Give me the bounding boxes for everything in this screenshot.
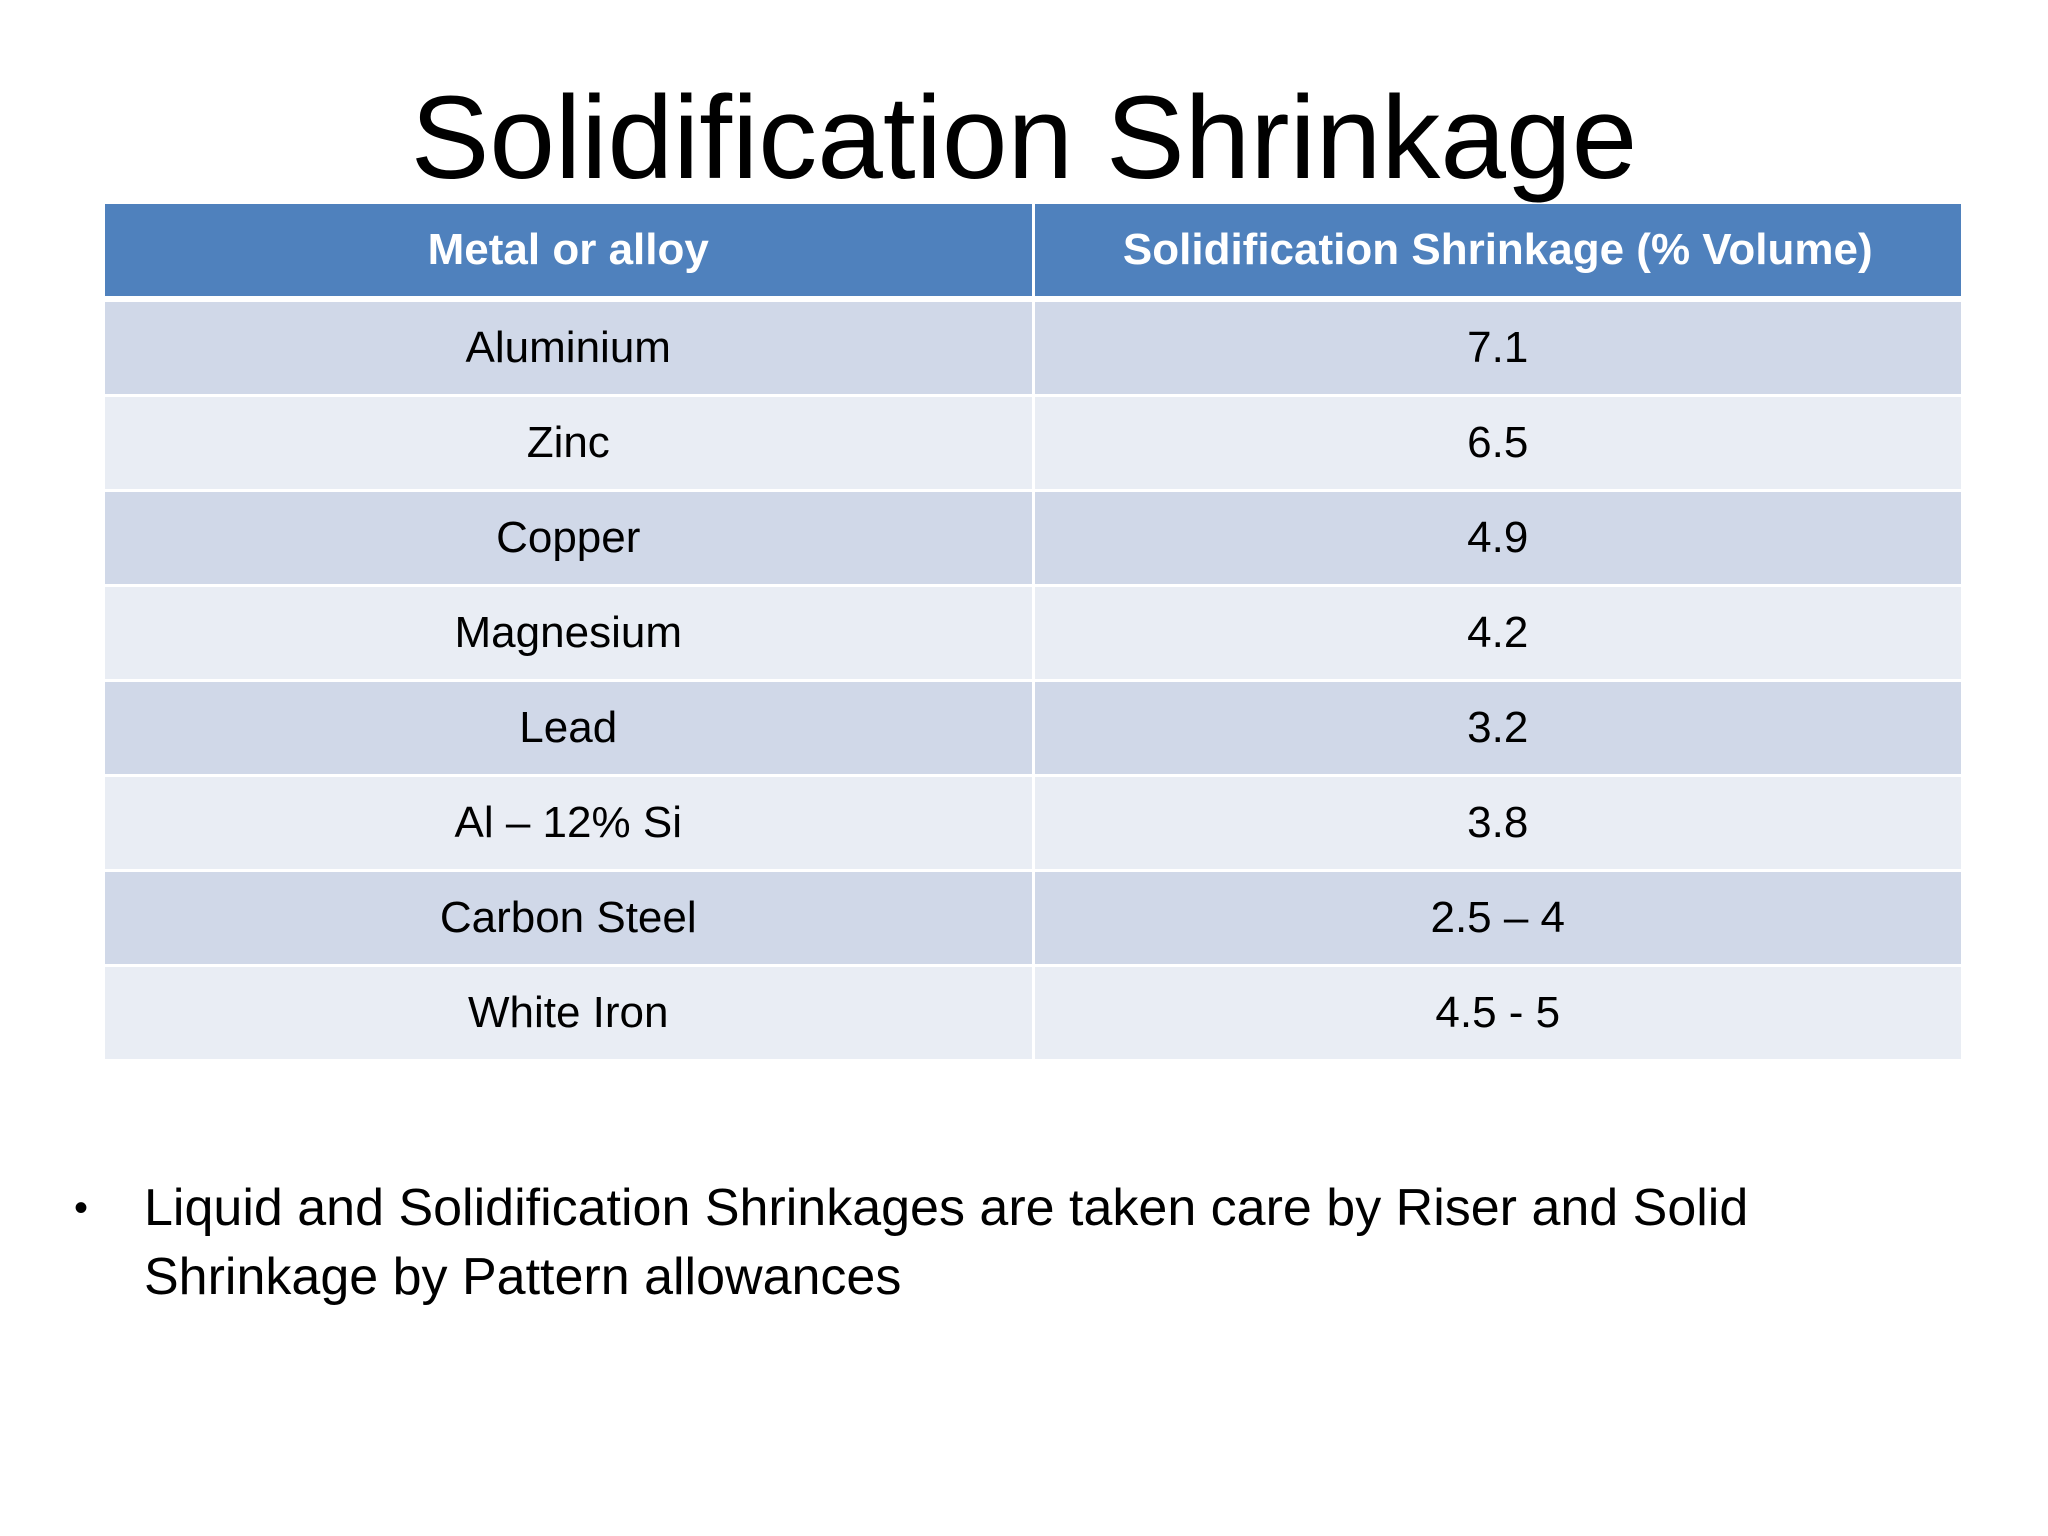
metal-cell: White Iron — [105, 965, 1035, 1062]
table-row: Aluminium 7.1 — [105, 299, 1961, 397]
shrinkage-cell: 2.5 – 4 — [1033, 870, 1961, 967]
table-row: Al – 12% Si 3.8 — [105, 775, 1961, 872]
table-row: Zinc 6.5 — [105, 395, 1961, 492]
shrinkage-cell: 6.5 — [1033, 395, 1961, 492]
bullet-marker: • — [74, 1186, 89, 1230]
table-row: Carbon Steel 2.5 – 4 — [105, 870, 1961, 967]
shrinkage-table-container: Metal or alloy Solidification Shrinkage … — [105, 204, 1961, 1062]
shrinkage-cell: 7.1 — [1033, 299, 1961, 397]
shrinkage-table: Metal or alloy Solidification Shrinkage … — [105, 204, 1961, 1062]
shrinkage-cell: 3.2 — [1033, 680, 1961, 777]
metal-cell: Copper — [105, 490, 1035, 587]
column-header-shrinkage: Solidification Shrinkage (% Volume) — [1033, 204, 1961, 302]
metal-cell: Al – 12% Si — [105, 775, 1035, 872]
metal-cell: Zinc — [105, 395, 1035, 492]
shrinkage-cell: 3.8 — [1033, 775, 1961, 872]
table-row: Magnesium 4.2 — [105, 585, 1961, 682]
table-row: Lead 3.2 — [105, 680, 1961, 777]
table-row: White Iron 4.5 - 5 — [105, 965, 1961, 1062]
shrinkage-cell: 4.9 — [1033, 490, 1961, 587]
bullet-item: • Liquid and Solidification Shrinkages a… — [74, 1174, 1974, 1312]
shrinkage-cell: 4.2 — [1033, 585, 1961, 682]
metal-cell: Lead — [105, 680, 1035, 777]
bullet-list: • Liquid and Solidification Shrinkages a… — [74, 1174, 1974, 1312]
shrinkage-cell: 4.5 - 5 — [1033, 965, 1961, 1062]
metal-cell: Magnesium — [105, 585, 1035, 682]
table-header-row: Metal or alloy Solidification Shrinkage … — [105, 204, 1961, 302]
column-header-metal: Metal or alloy — [105, 204, 1035, 302]
bullet-text: Liquid and Solidification Shrinkages are… — [144, 1179, 1749, 1306]
metal-cell: Carbon Steel — [105, 870, 1035, 967]
table-row: Copper 4.9 — [105, 490, 1961, 587]
metal-cell: Aluminium — [105, 299, 1035, 397]
slide-title: Solidification Shrinkage — [410, 72, 1638, 204]
